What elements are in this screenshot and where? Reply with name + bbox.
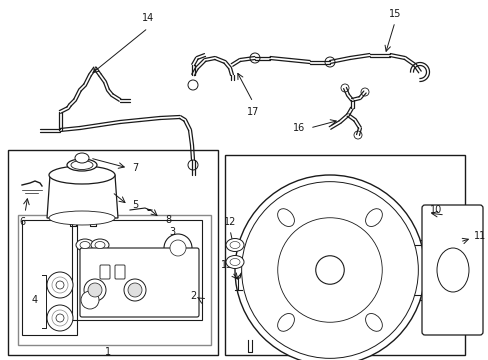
Ellipse shape (225, 238, 244, 252)
Ellipse shape (80, 242, 90, 248)
FancyBboxPatch shape (80, 248, 199, 317)
Ellipse shape (277, 314, 294, 331)
Ellipse shape (71, 161, 93, 170)
Circle shape (124, 279, 146, 301)
Circle shape (315, 256, 344, 284)
Bar (224, 155, 464, 355)
Text: 10: 10 (429, 205, 441, 215)
Text: 13: 13 (221, 260, 233, 270)
Ellipse shape (365, 209, 382, 226)
Text: 5: 5 (132, 200, 138, 210)
Circle shape (249, 53, 260, 63)
Circle shape (325, 57, 334, 67)
Circle shape (187, 160, 198, 170)
Ellipse shape (91, 239, 109, 251)
Text: 8: 8 (164, 215, 171, 225)
Circle shape (235, 175, 424, 360)
Circle shape (170, 240, 185, 256)
Text: 7: 7 (132, 163, 138, 173)
FancyBboxPatch shape (115, 265, 125, 279)
Circle shape (81, 291, 99, 309)
Circle shape (187, 80, 198, 90)
Circle shape (277, 218, 382, 322)
Polygon shape (47, 175, 118, 218)
Ellipse shape (229, 242, 240, 248)
Text: 14: 14 (142, 13, 154, 23)
Text: 12: 12 (224, 217, 236, 227)
Circle shape (449, 232, 469, 252)
Text: 11: 11 (473, 231, 485, 241)
Circle shape (360, 88, 368, 96)
Ellipse shape (67, 159, 97, 171)
Ellipse shape (229, 258, 240, 265)
Circle shape (56, 314, 64, 322)
Text: 9: 9 (341, 347, 347, 357)
Circle shape (88, 283, 102, 297)
Bar (8, 150, 218, 355)
Circle shape (56, 281, 64, 289)
Circle shape (47, 272, 73, 298)
Ellipse shape (277, 209, 294, 226)
Circle shape (128, 283, 142, 297)
Text: 1: 1 (105, 347, 111, 357)
Circle shape (47, 305, 73, 331)
Circle shape (340, 84, 348, 92)
FancyBboxPatch shape (421, 205, 482, 335)
Bar (22, 220, 77, 335)
Text: 3: 3 (168, 227, 175, 237)
Ellipse shape (95, 242, 105, 248)
Ellipse shape (75, 153, 89, 163)
Text: 16: 16 (292, 123, 305, 133)
Circle shape (52, 310, 68, 326)
Text: 15: 15 (388, 9, 400, 19)
Circle shape (353, 131, 361, 139)
Circle shape (241, 182, 418, 358)
Circle shape (52, 277, 68, 293)
Ellipse shape (225, 256, 244, 269)
Ellipse shape (436, 248, 468, 292)
Ellipse shape (49, 166, 115, 184)
Ellipse shape (365, 314, 382, 331)
Text: 2: 2 (190, 291, 196, 301)
Circle shape (84, 279, 106, 301)
Text: 6: 6 (19, 217, 25, 227)
FancyBboxPatch shape (100, 265, 110, 279)
Text: 17: 17 (246, 107, 259, 117)
Circle shape (453, 236, 465, 248)
Circle shape (163, 234, 192, 262)
Ellipse shape (76, 239, 94, 251)
Ellipse shape (49, 211, 115, 225)
Bar (18, 215, 210, 345)
Text: 4: 4 (32, 295, 38, 305)
Bar (72, 220, 202, 320)
